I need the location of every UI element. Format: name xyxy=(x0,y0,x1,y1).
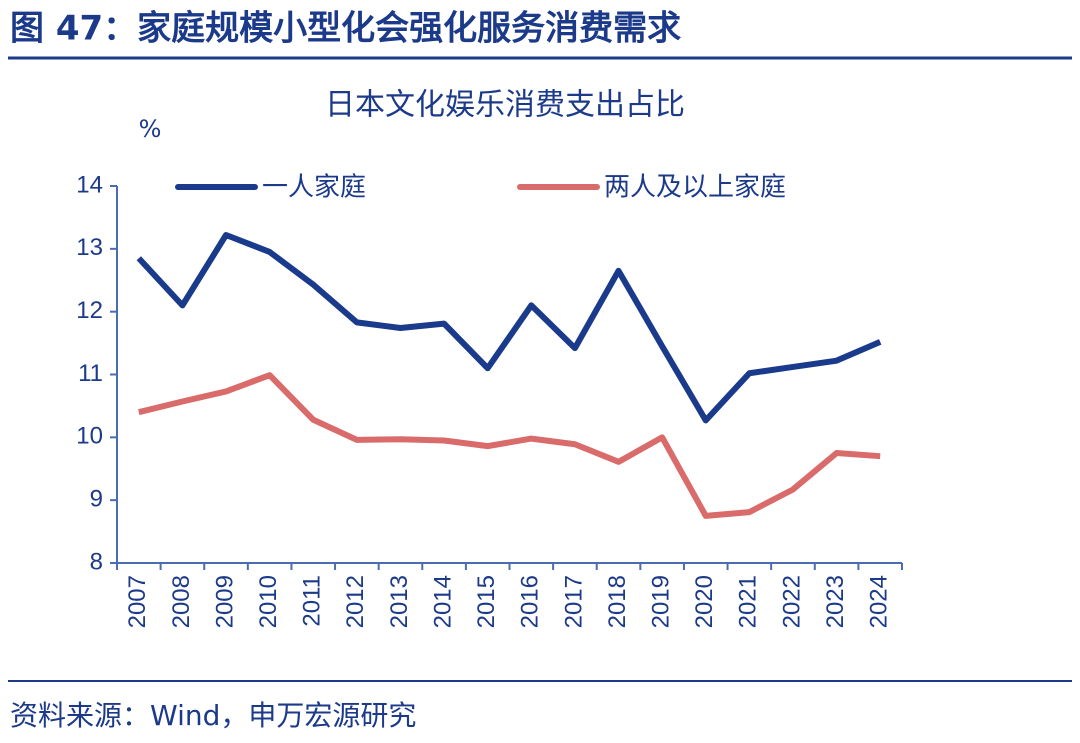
x-tick-label: 2020 xyxy=(691,575,718,628)
x-tick-label: 2017 xyxy=(560,575,587,628)
x-tick-label: 2024 xyxy=(866,575,893,628)
x-tick-label: 2015 xyxy=(473,575,500,628)
legend-label: 两人及以上家庭 xyxy=(604,173,786,203)
x-tick-label: 2018 xyxy=(604,575,631,628)
x-tick-label: 2012 xyxy=(342,575,369,628)
x-tick-label: 2022 xyxy=(778,575,805,628)
x-tick-label: 2019 xyxy=(647,575,674,628)
y-tick-label: 14 xyxy=(76,171,103,198)
y-tick-label: 8 xyxy=(90,548,103,575)
legend-label: 一人家庭 xyxy=(262,173,366,203)
source: 资料来源：Wind，申万宏源研究 xyxy=(10,699,416,732)
x-tick-label: 2023 xyxy=(822,575,849,628)
x-tick-label: 2021 xyxy=(735,575,762,628)
x-tick-label: 2010 xyxy=(255,575,282,628)
x-tick-label: 2009 xyxy=(211,575,238,628)
x-tick-label: 2014 xyxy=(429,575,456,628)
chart-title: 日本文化娱乐消费支出占比 xyxy=(325,88,685,123)
header-title: 图 47：家庭规模小型化会强化服务消费需求 xyxy=(10,9,681,49)
series-line xyxy=(136,232,882,424)
y-tick-label: 9 xyxy=(90,486,103,513)
x-tick-label: 2008 xyxy=(168,575,195,628)
y-axis-label: % xyxy=(139,115,162,143)
series-line xyxy=(138,372,881,519)
y-tick-label: 11 xyxy=(78,360,103,387)
x-tick-label: 2016 xyxy=(517,575,544,628)
y-tick-label: 12 xyxy=(76,297,103,324)
x-tick-label: 2007 xyxy=(124,575,151,628)
y-tick-label: 10 xyxy=(76,423,103,450)
y-tick-label: 13 xyxy=(76,234,103,261)
x-tick-label: 2013 xyxy=(386,575,413,628)
x-tick-label: 2011 xyxy=(299,575,326,627)
